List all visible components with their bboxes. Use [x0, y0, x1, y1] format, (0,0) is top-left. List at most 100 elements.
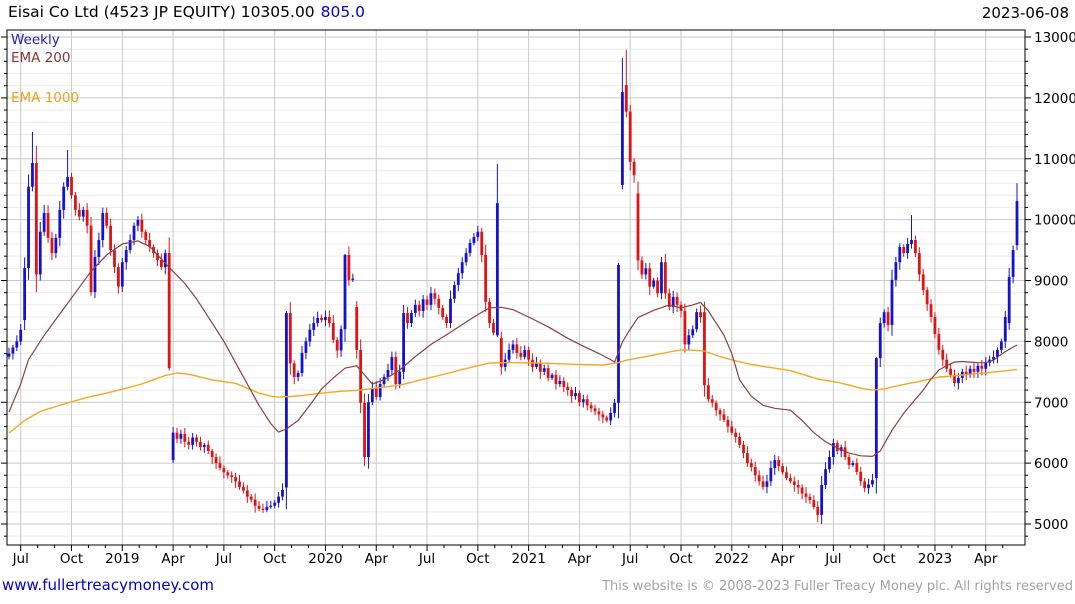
candle-body	[824, 469, 827, 486]
price-change: 805.0	[320, 3, 366, 21]
candle-body	[277, 496, 280, 503]
candle-body	[27, 186, 30, 269]
candle-body	[671, 296, 675, 307]
candle-body	[429, 293, 433, 305]
candle-body	[331, 323, 335, 340]
y-axis-label: 6000	[1034, 456, 1068, 472]
x-axis-label: 2023	[918, 551, 952, 567]
candle-body	[261, 508, 265, 510]
candle-body	[156, 253, 159, 261]
candle-body	[757, 475, 761, 482]
candle-body	[187, 441, 191, 445]
candle-body	[433, 293, 437, 299]
candle-body	[581, 399, 585, 403]
candle-body	[956, 377, 960, 384]
candle-body	[449, 298, 452, 324]
candle-body	[816, 506, 820, 515]
candle-body	[976, 365, 980, 372]
candle-body	[284, 313, 288, 488]
legend-weekly: Weekly	[11, 32, 60, 48]
candle-body	[488, 301, 491, 324]
candle-body	[359, 349, 363, 403]
candle-body	[343, 254, 347, 330]
candle-body	[390, 356, 394, 370]
candle-body	[507, 349, 511, 360]
candle-body	[632, 161, 636, 176]
candle-body	[351, 278, 355, 280]
candle-body	[413, 304, 417, 314]
candle-body	[441, 307, 445, 318]
candle-body	[417, 304, 421, 311]
candle-body	[765, 481, 769, 487]
candle-body	[210, 450, 214, 458]
candle-body	[515, 344, 519, 353]
x-axis-label: Jul	[12, 551, 29, 567]
candle-body	[476, 231, 480, 237]
x-axis-label: 2020	[308, 551, 342, 567]
candle-body	[70, 177, 73, 196]
candle-body	[663, 262, 667, 294]
candle-body	[74, 195, 77, 210]
candle-body	[636, 193, 640, 261]
candle-body	[347, 254, 351, 280]
candle-body	[324, 317, 327, 321]
candle-body	[367, 402, 370, 458]
candle-body	[792, 481, 796, 486]
candle-body	[406, 313, 409, 324]
plot-border	[6, 29, 1026, 546]
candle-body	[132, 225, 136, 241]
candle-body	[777, 460, 781, 467]
candle-body	[812, 499, 816, 507]
candle-body	[42, 212, 46, 232]
candle-body	[452, 285, 456, 299]
candle-body	[535, 363, 538, 367]
candle-body	[81, 209, 85, 217]
x-axis-label: 2021	[511, 551, 545, 567]
ema-1000-line-group	[8, 349, 1018, 434]
candle-body	[925, 289, 929, 305]
candle-body	[89, 225, 93, 293]
candle-body	[402, 313, 406, 372]
candle-body	[527, 349, 531, 360]
candle-body	[601, 414, 605, 418]
candle-body	[570, 390, 574, 397]
candle-body	[77, 209, 81, 217]
x-axis-label: Apr	[365, 551, 389, 567]
candle-body	[835, 443, 839, 451]
ema-200-line-group	[8, 240, 1018, 457]
candle-body	[734, 432, 738, 437]
candle-body	[933, 317, 937, 335]
candle-body	[562, 380, 566, 388]
candle-body	[1011, 250, 1015, 277]
candle-body	[226, 472, 230, 476]
x-axis-label: Jul	[621, 551, 638, 567]
candle-body	[499, 338, 503, 367]
candle-body	[851, 463, 855, 465]
candle-body	[378, 383, 382, 398]
candle-body	[58, 209, 62, 238]
candle-body	[710, 399, 714, 403]
candle-body	[410, 313, 413, 324]
candle-body	[683, 310, 687, 345]
candle-body	[769, 467, 773, 482]
candle-body	[320, 317, 323, 321]
y-axis-label: 5000	[1034, 517, 1068, 533]
legend-ema-200: EMA 200	[11, 50, 71, 66]
candle-body	[980, 365, 984, 369]
candle-body	[245, 490, 249, 497]
candle-body	[890, 279, 894, 325]
candle-body	[831, 443, 835, 458]
candle-body	[124, 250, 128, 263]
candle-body	[199, 441, 202, 447]
candle-body	[609, 412, 613, 421]
x-axis-label: Oct	[263, 551, 286, 567]
candle-body	[929, 304, 933, 318]
candle-body	[523, 349, 527, 357]
candle-body	[355, 306, 359, 350]
candle-body	[984, 362, 988, 369]
candle-body	[54, 237, 58, 254]
candle-body	[238, 481, 241, 487]
site-link[interactable]: www.fullertreacymoney.com	[2, 576, 215, 594]
candle-body	[941, 349, 945, 360]
